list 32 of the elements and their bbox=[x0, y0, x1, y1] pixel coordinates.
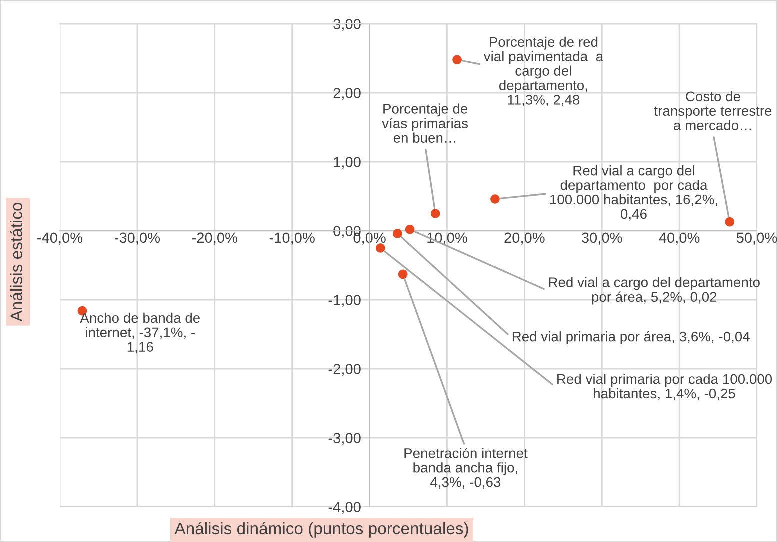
x-tick-label: -10,0% bbox=[270, 232, 315, 245]
point bbox=[405, 224, 415, 234]
y-tick-label: 1,00 bbox=[334, 157, 361, 170]
y-axis-title: Análisis estático bbox=[10, 202, 22, 322]
annotation: Red vial primaria por área, 3,6%, -0,04 bbox=[512, 331, 750, 344]
y-tick-label: -3,00 bbox=[328, 433, 361, 446]
x-tick-label: -30,0% bbox=[114, 232, 160, 245]
point bbox=[452, 55, 462, 65]
point bbox=[398, 270, 408, 280]
annotation: Red vial primaria por cada 100.000 habitantes, 1,4%, -0,25 bbox=[558, 374, 772, 400]
x-axis-title: Análisis dinámico (puntos porcentuales) bbox=[174, 522, 468, 538]
annotation: Costo de transporte terrestre a mercado… bbox=[654, 91, 772, 130]
point bbox=[393, 229, 402, 238]
annotation: Red vial a cargo del departamento por cada 100.000 habitantes, 16,2%, 0,46 bbox=[550, 166, 718, 221]
annotation: Porcentaje de vías primarias en buen… bbox=[382, 104, 468, 143]
y-tick-label: -4,00 bbox=[328, 502, 361, 514]
y-tick-label: 2,00 bbox=[334, 88, 361, 100]
x-tick-label: -40,0% bbox=[38, 232, 83, 245]
point bbox=[430, 209, 440, 218]
annotation: Penetración internet banda ancha fijo, 4,3%, -0,63 bbox=[404, 448, 528, 489]
point bbox=[490, 194, 500, 204]
annotation: Red vial a cargo del departamento por área, 5,2%, 0,02 bbox=[549, 277, 760, 305]
x-tick-label: -20,0% bbox=[192, 232, 238, 245]
point bbox=[725, 217, 735, 227]
annotation: Ancho de banda de internet, -37,1%, - 1,16 bbox=[80, 312, 200, 354]
y-tick-label: -1,00 bbox=[328, 295, 361, 308]
x-tick-label: 40,0% bbox=[659, 232, 700, 245]
x-tick-label: 30,0% bbox=[582, 232, 622, 245]
y-tick-label: -2,00 bbox=[328, 364, 361, 376]
x-tick-label: 20,0% bbox=[504, 232, 545, 245]
annotation: Porcentaje de red vial pavimentada a cargo del departamento, 11,3%, 2,48 bbox=[484, 36, 604, 107]
x-tick-label: 50,0% bbox=[736, 232, 777, 245]
